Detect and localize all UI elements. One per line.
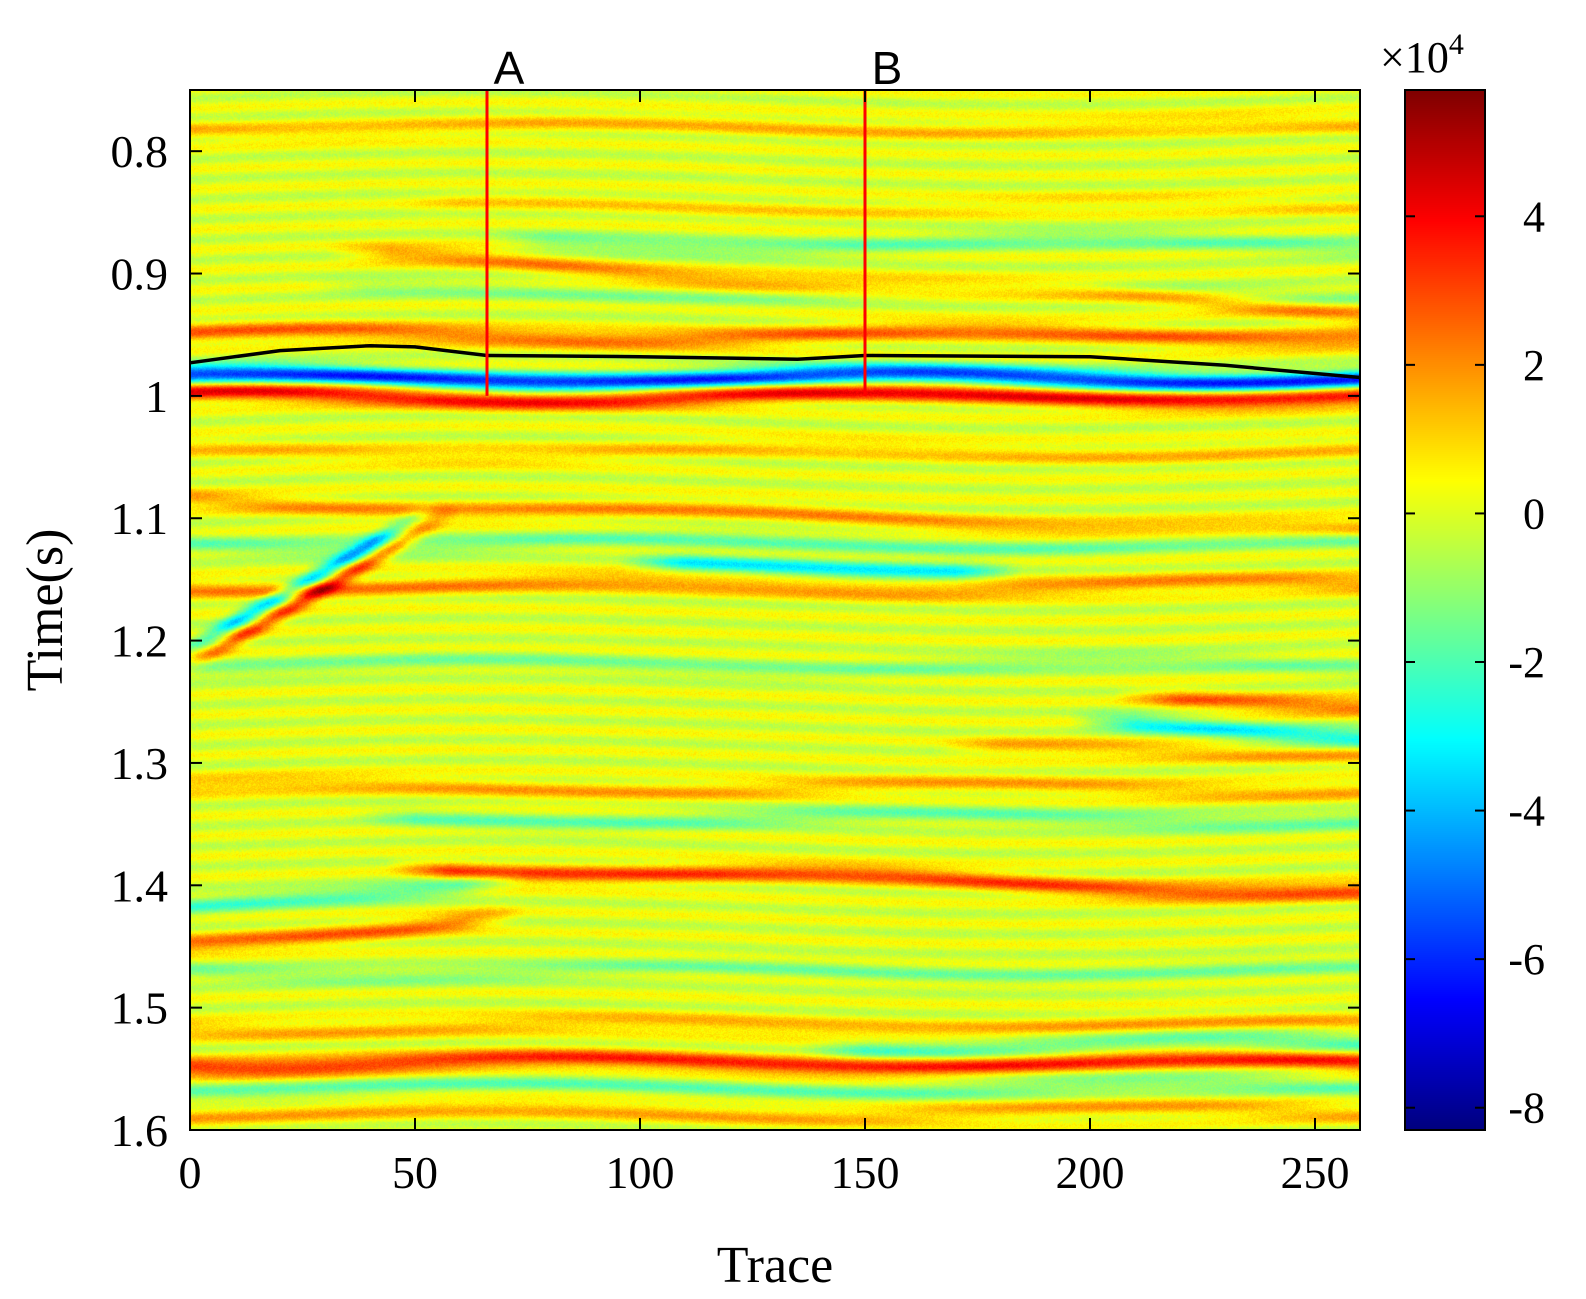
x-tick-label: 0 xyxy=(179,1147,202,1198)
colorbar xyxy=(1405,90,1485,1130)
colorbar-ticks: 4 2 0 -2 -4 -6 -8 xyxy=(1405,192,1545,1133)
colorbar-tick-label: 0 xyxy=(1523,489,1545,538)
y-tick-label: 1.2 xyxy=(111,616,169,667)
seismic-amplitude-heatmap xyxy=(190,90,1360,1130)
y-tick-label: 1.1 xyxy=(111,493,169,544)
colorbar-tick-label: 2 xyxy=(1523,341,1545,390)
colorbar-tick-label: -2 xyxy=(1508,638,1545,687)
y-axis-title: Time(s) xyxy=(17,529,74,692)
x-tick-label: 100 xyxy=(606,1147,675,1198)
y-tick-label: 1.6 xyxy=(111,1105,169,1156)
x-tick-label: 150 xyxy=(831,1147,900,1198)
marker-a-label: A xyxy=(494,42,525,94)
y-axis-ticks: 0.8 0.9 1 1.1 1.2 1.3 1.4 1.5 1.6 xyxy=(111,126,1360,1156)
y-tick-label: 1.4 xyxy=(111,860,169,911)
plot-frame xyxy=(189,89,1361,1131)
colorbar-tick-label: -6 xyxy=(1508,935,1545,984)
x-tick-label: 250 xyxy=(1281,1147,1350,1198)
colorbar-multiplier-base: ×10 xyxy=(1380,33,1449,82)
y-tick-label: 0.9 xyxy=(111,249,169,300)
colorbar-tick-label: -8 xyxy=(1508,1084,1545,1133)
colorbar-tick-label: -4 xyxy=(1508,787,1545,836)
colorbar-tick-label: 4 xyxy=(1523,192,1545,241)
x-axis-title: Trace xyxy=(717,1237,834,1294)
colorbar-frame xyxy=(1404,89,1486,1131)
y-tick-label: 1.3 xyxy=(111,738,169,789)
marker-b-label: B xyxy=(872,42,903,94)
horizon-line xyxy=(189,343,1361,380)
colorbar-multiplier: ×104 xyxy=(1380,28,1464,82)
x-tick-label: 50 xyxy=(392,1147,438,1198)
y-tick-label: 1.5 xyxy=(111,983,169,1034)
colorbar-multiplier-exponent: 4 xyxy=(1449,28,1464,61)
y-tick-label: 1 xyxy=(145,371,168,422)
x-tick-label: 200 xyxy=(1056,1147,1125,1198)
y-tick-label: 0.8 xyxy=(111,126,169,177)
x-axis-ticks: 0 50 100 150 200 250 xyxy=(179,90,1350,1198)
